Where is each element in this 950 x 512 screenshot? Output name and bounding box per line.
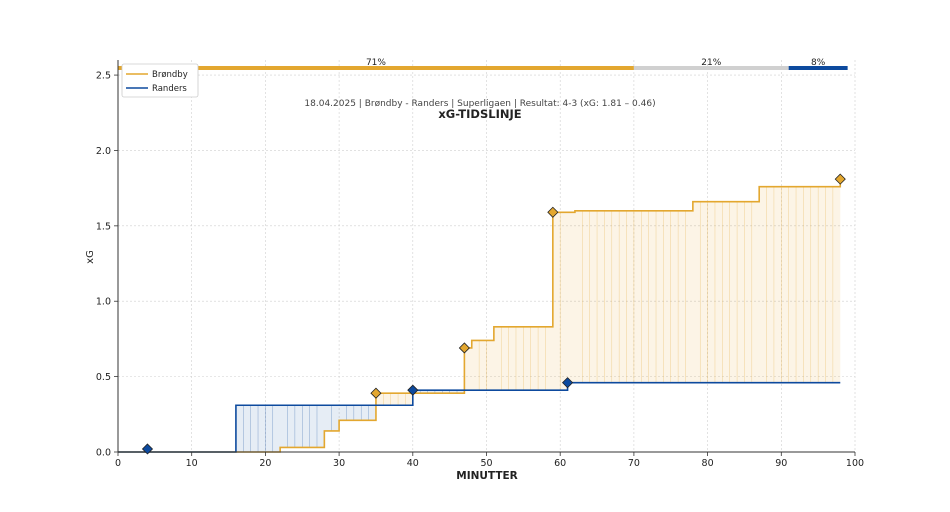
x-tick-label: 10 xyxy=(186,458,198,469)
y-tick-label: 2.0 xyxy=(96,146,111,157)
chart-subtitle: 18.04.2025 | Brøndby - Randers | Superli… xyxy=(304,99,655,109)
goal-marker-brondby xyxy=(458,342,470,354)
possession-label: 8% xyxy=(811,58,826,68)
x-tick-label: 40 xyxy=(407,458,419,469)
possession-label: 71% xyxy=(366,58,386,68)
x-tick-label: 50 xyxy=(480,458,492,469)
y-tick-label: 1.5 xyxy=(96,221,111,232)
x-tick-label: 100 xyxy=(846,458,864,469)
lead-area-brondby xyxy=(471,340,494,391)
lead-area-brondby xyxy=(552,212,568,391)
x-tick-label: 90 xyxy=(775,458,787,469)
y-tick-label: 0.0 xyxy=(96,448,111,459)
y-axis-label: xG xyxy=(85,250,96,264)
x-tick-label: 60 xyxy=(554,458,566,469)
x-tick-label: 0 xyxy=(115,458,121,469)
legend-label-randers: Randers xyxy=(152,84,187,94)
lead-area-randers xyxy=(339,405,376,421)
goal-marker-brondby xyxy=(547,206,559,218)
legend: Brøndby Randers xyxy=(121,63,199,98)
legend-label-brondby: Brøndby xyxy=(152,70,188,80)
fill-layer xyxy=(235,186,841,452)
x-axis-label: MINUTTER xyxy=(456,470,518,482)
goal-marker-randers xyxy=(141,443,154,455)
lead-area-brondby xyxy=(464,347,472,391)
lead-area-brondby xyxy=(574,210,693,383)
series-line-randers xyxy=(118,381,841,453)
lead-area-randers xyxy=(280,405,325,448)
lead-area-brondby xyxy=(692,201,760,383)
lead-area-randers xyxy=(235,405,281,452)
goal-marker-randers xyxy=(407,384,419,396)
lead-area-randers xyxy=(324,405,340,431)
chart-title: xG-TIDSLINJE xyxy=(438,107,521,121)
series-line-brondby xyxy=(118,179,842,453)
x-tick-label: 70 xyxy=(628,458,640,469)
goal-marker-randers xyxy=(562,377,574,389)
lead-area-brondby xyxy=(759,186,841,383)
lead-area-randers xyxy=(412,390,465,394)
x-tick-label: 30 xyxy=(333,458,345,469)
possession-label: 21% xyxy=(701,58,721,68)
text-layer: 18.04.2025 | Brøndby - Randers | Superli… xyxy=(85,99,656,482)
lead-area-brondby xyxy=(375,393,413,406)
goal-markers xyxy=(141,173,846,455)
y-tick-label: 0.5 xyxy=(96,372,111,383)
lead-area-brondby xyxy=(493,326,553,391)
possession-bar: 71% 21% 8% xyxy=(118,58,848,70)
y-tick-label: 1.0 xyxy=(96,297,111,308)
x-tick-label: 80 xyxy=(702,458,714,469)
grid-layer xyxy=(118,60,856,452)
x-tick-label: 20 xyxy=(259,458,271,469)
axes-layer: 0 10 20 30 40 50 60 70 80 90 100 0.0 0.5 1.0 1.5 2.0 2.5 xyxy=(96,60,864,469)
lead-area-brondby xyxy=(567,212,575,383)
goal-marker-brondby xyxy=(370,387,382,399)
goal-marker-brondby xyxy=(834,173,846,185)
y-tick-label: 2.5 xyxy=(96,71,111,82)
